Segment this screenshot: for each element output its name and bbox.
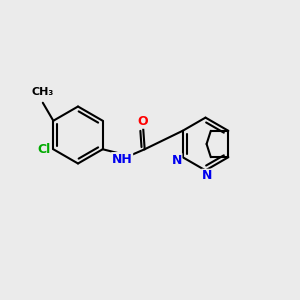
- Text: CH₃: CH₃: [32, 87, 54, 97]
- Text: NH: NH: [112, 153, 133, 166]
- Text: Cl: Cl: [37, 143, 50, 156]
- Text: N: N: [171, 154, 182, 167]
- Text: O: O: [138, 115, 148, 128]
- Text: N: N: [202, 169, 212, 182]
